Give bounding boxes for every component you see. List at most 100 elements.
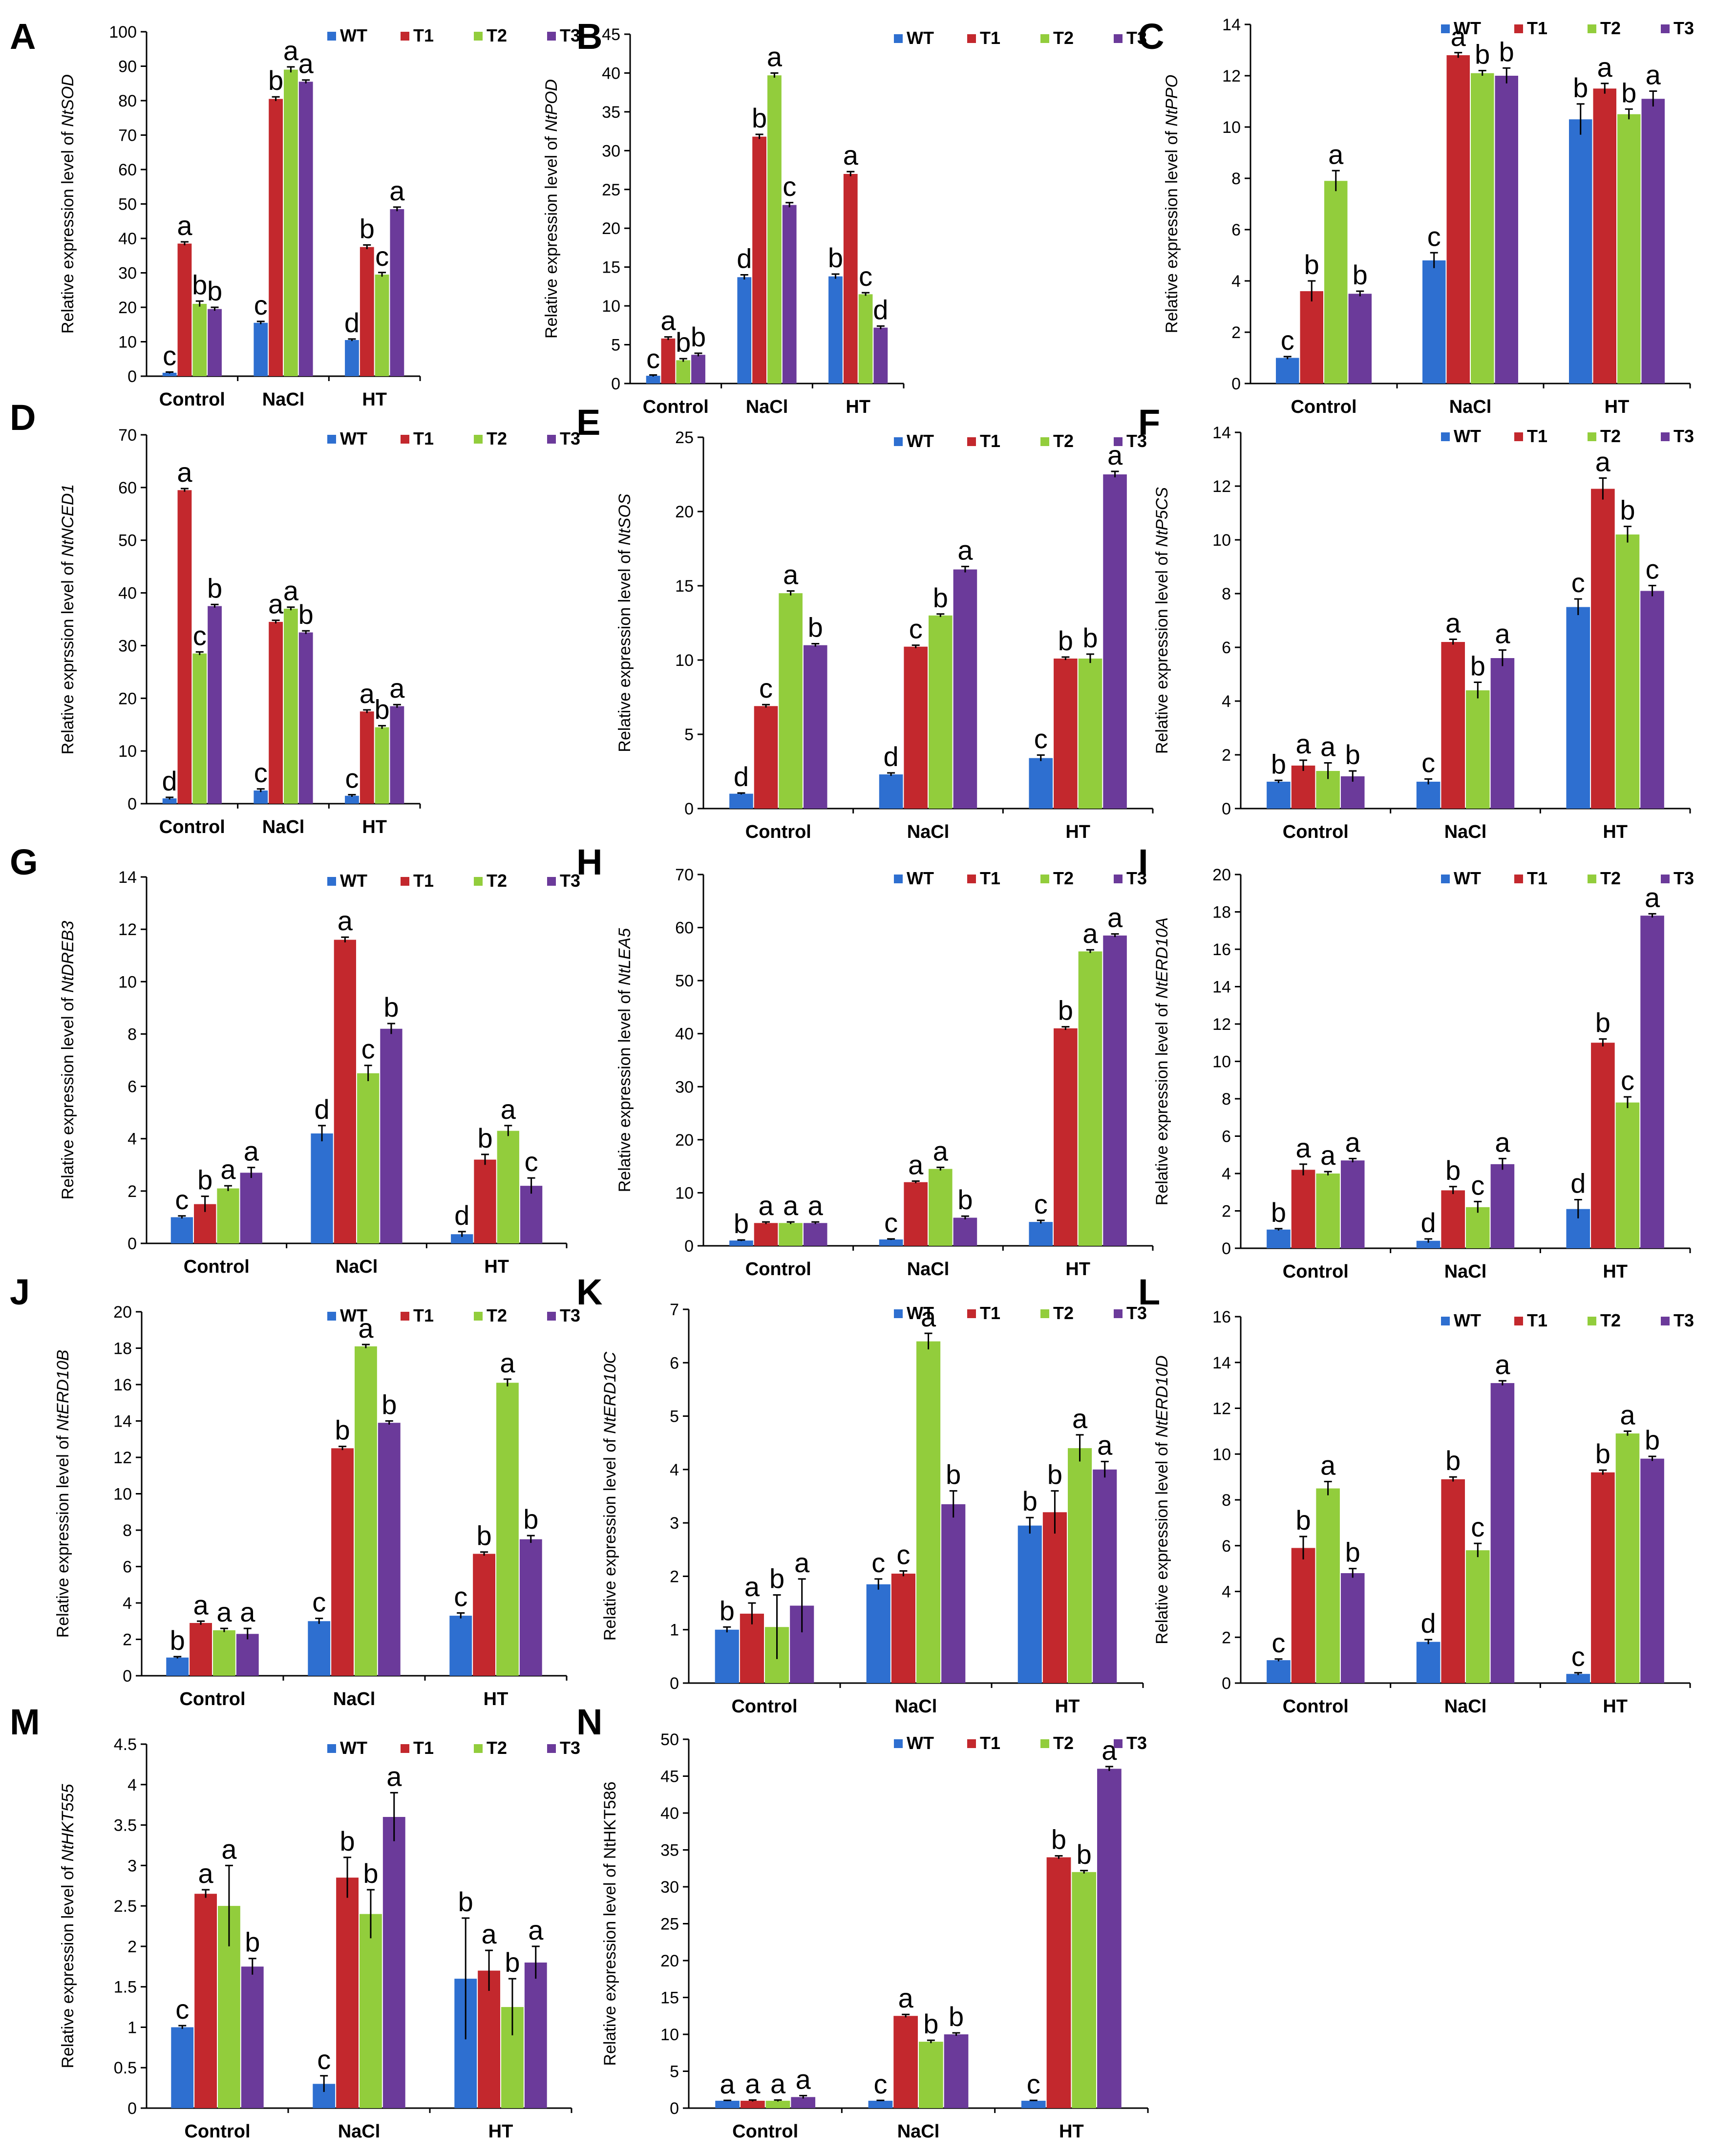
y-tick-label: 16 bbox=[113, 1376, 132, 1394]
y-axis-label-prefix: Relative expression level of bbox=[1153, 1437, 1171, 1644]
bar-t1 bbox=[1054, 1028, 1078, 1246]
y-tick-label: 2.5 bbox=[114, 1897, 137, 1916]
significance-letter: c bbox=[1034, 724, 1048, 754]
y-tick-label: 2 bbox=[127, 1938, 137, 1956]
significance-letter: a bbox=[1082, 918, 1098, 949]
significance-letter: a bbox=[758, 1190, 774, 1221]
significance-letter: a bbox=[808, 1190, 824, 1221]
x-tick-label: Control bbox=[179, 1689, 245, 1709]
y-axis-label-prefix: Relative expression level of bbox=[1163, 127, 1181, 333]
legend-swatch-t1 bbox=[1514, 432, 1523, 441]
bar-wt bbox=[1029, 1222, 1053, 1246]
significance-letter: b bbox=[923, 2008, 938, 2039]
significance-letter: b bbox=[505, 1947, 520, 1978]
bar-t2 bbox=[357, 1073, 380, 1243]
legend-swatch-t1 bbox=[401, 435, 409, 444]
chart-panel-d: D 0 10 20 30 40 50 60 70 Relative exprssion level… bbox=[10, 397, 580, 837]
bar-t1 bbox=[891, 1573, 915, 1683]
x-tick-label: HT bbox=[1603, 1696, 1628, 1717]
legend-swatch-t2 bbox=[1040, 437, 1049, 446]
bar-t2 bbox=[858, 294, 873, 384]
y-tick-label: 1.5 bbox=[114, 1978, 137, 1997]
legend-label-t2: T2 bbox=[1053, 1733, 1074, 1753]
chart-panel-n: N 0 5 10 15 20 25 30 35 40 45 50 Relative expression… bbox=[576, 1702, 1149, 2142]
bar-t3 bbox=[1490, 1383, 1515, 1683]
panel-label: M bbox=[10, 1702, 40, 1742]
y-tick-label: 16 bbox=[1212, 1308, 1231, 1326]
significance-letter: b bbox=[1621, 77, 1636, 108]
significance-letter: b bbox=[170, 1625, 185, 1656]
significance-letter: c bbox=[859, 261, 872, 292]
significance-letter: d bbox=[1421, 1207, 1436, 1238]
legend-swatch-t1 bbox=[967, 1309, 976, 1318]
bar-wt bbox=[1566, 607, 1590, 809]
y-tick-label: 10 bbox=[602, 297, 620, 316]
x-tick-label: HT bbox=[1603, 822, 1628, 842]
legend-label-t1: T1 bbox=[1527, 1310, 1547, 1330]
bar-wt bbox=[866, 1584, 890, 1683]
legend-label-t1: T1 bbox=[1527, 426, 1547, 446]
x-tick-label: Control bbox=[1283, 822, 1349, 842]
significance-letter: a bbox=[1345, 1127, 1361, 1157]
y-axis-label: Relative expression level of NtHKT586 bbox=[601, 1781, 619, 2066]
y-axis-label-gene: NtPOD bbox=[542, 79, 561, 132]
bar-wt bbox=[879, 774, 903, 809]
bar-t1 bbox=[336, 1878, 359, 2108]
legend-label-t1: T1 bbox=[413, 1305, 434, 1325]
y-axis-label-gene: NtERD10B bbox=[54, 1350, 72, 1431]
significance-letter: b bbox=[1445, 1445, 1461, 1476]
x-tick-label: NaCl bbox=[1444, 1696, 1487, 1717]
bar-t3 bbox=[1097, 1769, 1122, 2108]
significance-letter: a bbox=[1107, 902, 1123, 933]
bar-t3 bbox=[941, 1504, 966, 1683]
bar-t2 bbox=[765, 2100, 790, 2108]
significance-letter: b bbox=[949, 2001, 964, 2032]
chart-panel-k: K 0 1 2 3 4 5 6 7 Relative expression level of Nt… bbox=[576, 1272, 1147, 1717]
bar-t2 bbox=[192, 653, 207, 804]
legend-swatch-t3 bbox=[1661, 875, 1670, 883]
significance-letter: b bbox=[1353, 259, 1368, 290]
y-axis-label: Relative expression level of NtLEA5 bbox=[615, 928, 634, 1193]
y-tick-label: 12 bbox=[1212, 1015, 1231, 1034]
y-tick-label: 0.5 bbox=[114, 2059, 137, 2077]
bar-wt bbox=[1267, 1660, 1291, 1683]
significance-letter: c bbox=[1471, 1170, 1484, 1200]
chart-panel-g: G 0 2 4 6 8 10 12 14 Relative expression level of… bbox=[10, 842, 580, 1277]
bar-t1 bbox=[478, 1970, 500, 2108]
y-tick-label: 20 bbox=[118, 299, 137, 317]
y-axis-label: Relative expression level of NtERD10D bbox=[1153, 1355, 1171, 1644]
y-tick-label: 30 bbox=[118, 637, 137, 655]
significance-letter: a bbox=[528, 1915, 544, 1945]
significance-letter: d bbox=[734, 761, 749, 792]
bar-t1 bbox=[177, 243, 192, 376]
bar-t2 bbox=[779, 1223, 803, 1246]
y-axis-label-prefix: Relative expression level of bbox=[59, 1861, 77, 2068]
bar-t2 bbox=[779, 593, 803, 809]
significance-letter: c bbox=[646, 343, 660, 374]
y-tick-label: 4 bbox=[1222, 1165, 1231, 1183]
bar-t3 bbox=[1640, 1458, 1664, 1683]
significance-letter: b bbox=[1295, 1505, 1311, 1536]
bar-t1 bbox=[740, 2100, 765, 2108]
significance-letter: c bbox=[1571, 1641, 1585, 1672]
bar-t1 bbox=[474, 1159, 496, 1243]
legend-swatch-t3 bbox=[1114, 875, 1123, 883]
x-tick-label: Control bbox=[732, 2121, 798, 2142]
bar-t3 bbox=[524, 1963, 547, 2108]
bar-t2 bbox=[1072, 1872, 1097, 2108]
bar-t3 bbox=[791, 2097, 816, 2108]
significance-letter: a bbox=[177, 210, 192, 241]
legend-label-wt: WT bbox=[340, 428, 367, 448]
y-tick-label: 10 bbox=[113, 1485, 132, 1504]
significance-letter: a bbox=[1295, 1132, 1311, 1163]
bar-wt bbox=[171, 2027, 194, 2108]
x-tick-label: Control bbox=[1283, 1261, 1349, 1282]
y-tick-label: 10 bbox=[1212, 531, 1231, 550]
x-tick-label: Control bbox=[1283, 1696, 1349, 1717]
x-tick-label: NaCl bbox=[907, 1259, 950, 1280]
y-axis-label: Relative expression level of NtHKT555 bbox=[59, 1784, 77, 2068]
significance-letter: a bbox=[1320, 1140, 1336, 1171]
legend-label-t3: T3 bbox=[1126, 1303, 1147, 1323]
x-tick-label: HT bbox=[488, 2121, 513, 2142]
y-tick-label: 12 bbox=[118, 920, 137, 939]
